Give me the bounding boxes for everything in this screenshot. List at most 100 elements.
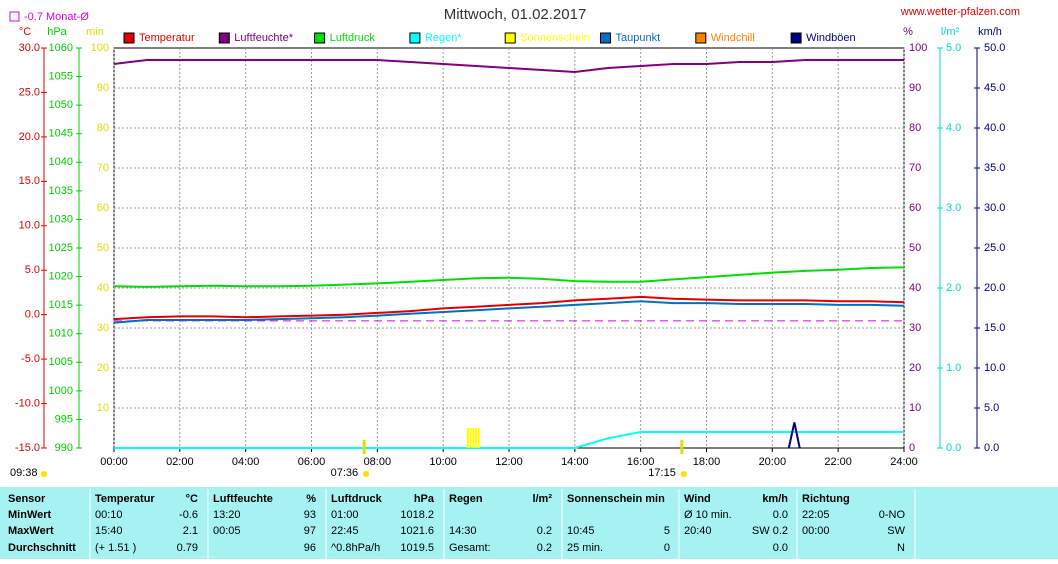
y-tick-label: 25.0 (19, 86, 40, 98)
table-header: l/m² (532, 493, 552, 505)
y-tick-label: 70 (909, 162, 921, 174)
legend-label: Temperatur (139, 32, 195, 44)
sun-label: 07:36 (331, 467, 359, 479)
table-cell: 01:00 (331, 509, 359, 521)
reference-legend: -0.7 Monat-Ø (24, 11, 89, 23)
legend-swatch (695, 32, 707, 44)
legend-swatch (218, 32, 230, 44)
x-tick-label: 08:00 (364, 456, 392, 468)
axis-unit: min (86, 26, 104, 38)
y-tick-label: 20 (97, 362, 109, 374)
x-tick-label: 10:00 (429, 456, 457, 468)
legend-swatch (123, 32, 135, 44)
y-tick-label: 20.0 (19, 131, 40, 143)
table-cell: 15:40 (95, 525, 123, 537)
table-cell: 10:45 (567, 525, 595, 537)
y-tick-label: 25.0 (984, 242, 1005, 254)
x-tick-label: 04:00 (232, 456, 260, 468)
y-tick-label: 1040 (49, 156, 73, 168)
table-header: Luftdruck (331, 493, 383, 505)
table-cell: 96 (304, 542, 316, 554)
y-tick-label: 15.0 (984, 322, 1005, 334)
y-tick-label: 90 (909, 82, 921, 94)
y-tick-label: 100 (909, 42, 927, 54)
table-cell: 0.0 (773, 509, 788, 521)
legend-label: Regen* (425, 32, 462, 44)
reference-legend-box (9, 11, 20, 22)
x-tick-label: 14:00 (561, 456, 589, 468)
x-tick-label: 00:00 (100, 456, 128, 468)
table-cell: 97 (304, 525, 316, 537)
y-tick-label: 40 (909, 282, 921, 294)
y-tick-label: 1035 (49, 185, 73, 197)
y-tick-label: 60 (97, 202, 109, 214)
y-tick-label: 1055 (49, 70, 73, 82)
y-tick-label: 10.0 (984, 362, 1005, 374)
y-tick-label: 80 (909, 122, 921, 134)
y-tick-label: 1050 (49, 99, 73, 111)
table-cell: 1018.2 (400, 509, 434, 521)
y-tick-label: 1005 (49, 356, 73, 368)
sun-icon (363, 471, 370, 477)
legend-label: Windchill (711, 32, 755, 44)
x-tick-label: 22:00 (824, 456, 852, 468)
y-tick-label: 4.0 (946, 122, 961, 134)
y-tick-label: 1060 (49, 42, 73, 54)
y-tick-label: 30 (97, 322, 109, 334)
table-cell: -0.6 (179, 509, 198, 521)
table-header: Regen (449, 493, 483, 505)
table-cell: 00:10 (95, 509, 123, 521)
x-tick-label: 24:00 (890, 456, 918, 468)
y-tick-label: 10.0 (19, 220, 40, 232)
y-tick-label: 35.0 (984, 162, 1005, 174)
axis-unit: °C (19, 26, 31, 38)
table-cell: 0.79 (177, 542, 198, 554)
series-line (113, 59, 904, 74)
legend-label: Luftdruck (330, 32, 376, 44)
y-tick-label: -5.0 (21, 353, 40, 365)
y-tick-label: 100 (91, 42, 109, 54)
table-cell: SW (887, 525, 905, 537)
legend-label: Luftfeuchte* (234, 32, 293, 44)
y-tick-label: 990 (55, 442, 73, 454)
table-cell: 22:05 (802, 509, 830, 521)
table-cell: MinWert (8, 509, 52, 521)
y-tick-label: 1025 (49, 242, 73, 254)
y-tick-label: 1030 (49, 213, 73, 225)
y-tick-label: 5.0 (25, 264, 40, 276)
legend-swatch (600, 32, 611, 44)
axis-unit: km/h (978, 26, 1002, 38)
y-tick-label: 1010 (49, 328, 73, 340)
table-header: hPa (414, 493, 435, 505)
table-cell: 14:30 (449, 525, 477, 537)
table-cell: 25 min. (567, 542, 603, 554)
table-cell: ^0.8hPa/h (331, 542, 380, 554)
x-tick-label: 18:00 (693, 456, 721, 468)
y-tick-label: 5.0 (946, 42, 961, 54)
y-tick-label: 1015 (49, 299, 73, 311)
x-tick-label: 06:00 (298, 456, 326, 468)
axis-unit: l/m² (941, 26, 960, 38)
y-tick-label: 10 (909, 402, 921, 414)
table-cell: Durchschnitt (8, 542, 76, 554)
legend-swatch (409, 32, 421, 44)
legend-swatch (504, 32, 516, 44)
chart-title: Mittwoch, 01.02.2017 (444, 6, 587, 23)
source: www.wetter-pfalzen.com (900, 6, 1020, 18)
legend-label: Sonnenschein (520, 32, 590, 44)
table-cell: Gesamt: (449, 542, 491, 554)
legend-swatch (790, 32, 802, 44)
table-cell: 13:20 (213, 509, 241, 521)
y-tick-label: 0.0 (984, 442, 999, 454)
y-tick-label: 20.0 (984, 282, 1005, 294)
table-header: Richtung (802, 493, 850, 505)
table-cell: 0.0 (773, 542, 788, 554)
y-tick-label: -15.0 (15, 442, 40, 454)
x-tick-label: 16:00 (627, 456, 655, 468)
series-line (113, 266, 905, 288)
sun-icon (41, 471, 47, 477)
y-tick-label: 0 (909, 442, 915, 454)
y-tick-label: 1020 (49, 270, 73, 282)
table-header: °C (186, 493, 198, 505)
